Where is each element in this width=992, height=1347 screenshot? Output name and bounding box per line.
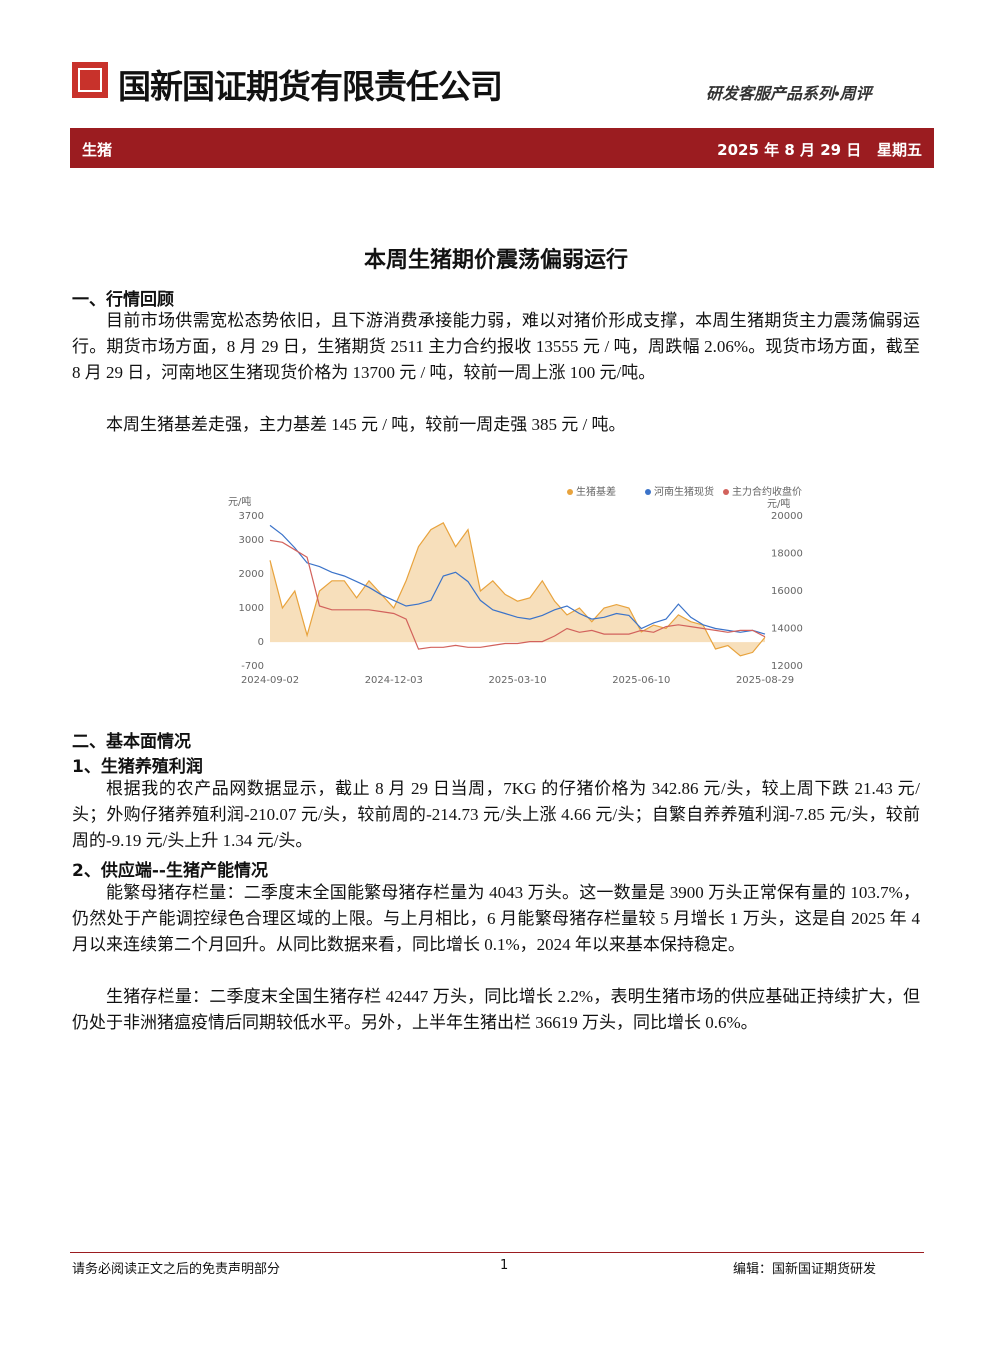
disclaimer: 请务必阅读正文之后的免责声明部分 xyxy=(72,1262,281,1277)
y2-tick-label: 14000 xyxy=(771,624,803,635)
legend-marker xyxy=(567,489,573,495)
y-tick-label: 1000 xyxy=(239,603,264,614)
section-heading: 二、基本面情况 xyxy=(72,732,191,752)
series-line xyxy=(269,524,766,635)
y-tick-label: 0 xyxy=(258,637,264,648)
subsection-heading: 1、生猪养殖利润 xyxy=(72,757,203,777)
y2-tick-label: 20000 xyxy=(771,511,803,522)
category: 生猪 xyxy=(82,141,113,159)
report-series: 研发客服产品系列•周评 xyxy=(706,86,872,103)
y-tick-label: -700 xyxy=(241,661,264,672)
section-heading: 一、行情回顾 xyxy=(72,290,174,310)
x-tick-label: 2025-06-10 xyxy=(612,675,670,686)
paragraph: 生猪存栏量：二季度末全国生猪存栏 42447 万头，同比增长 2.2%，表明生猪… xyxy=(72,987,920,1032)
weekday: 星期五 xyxy=(876,141,922,159)
legend-marker xyxy=(645,489,651,495)
x-tick-label: 2025-03-10 xyxy=(488,675,546,686)
chart: -700 0 1000 2000 3000 3700 12000 14000 16000 1800… xyxy=(228,485,803,686)
y2-tick-label: 12000 xyxy=(771,661,803,672)
paragraph: 能繁母猪存栏量：二季度末全国能繁母猪存栏量为 4043 万头。这一数量是 390… xyxy=(72,883,920,954)
page-number: 1 xyxy=(500,1258,509,1273)
y-tick-label: 2000 xyxy=(239,569,264,580)
x-tick-label: 2024-12-03 xyxy=(365,675,423,686)
y-axis-label: 元/吨 xyxy=(228,495,251,508)
footer-rule xyxy=(70,1252,924,1253)
y-tick-label: 3700 xyxy=(239,511,264,522)
editor: 编辑：国新国证期货研发 xyxy=(733,1262,877,1277)
date: 2025 年 8 月 29 日 星期五 xyxy=(717,139,922,160)
date-text: 2025 年 8 月 29 日 xyxy=(717,141,862,159)
paragraph: 根据我的农产品网数据显示，截止 8 月 29 日当周，7KG 的仔猪价格为 34… xyxy=(72,779,920,850)
legend-label: 主力合约收盘价 xyxy=(732,485,802,498)
area-fill xyxy=(270,522,765,656)
x-tick-label: 2025-08-29 xyxy=(736,675,794,686)
series-line xyxy=(269,521,766,657)
x-tick-label: 2024-09-02 xyxy=(241,675,299,686)
company-name: 国新国证期货有限责任公司 xyxy=(118,67,503,106)
title: 本周生猪期价震荡偏弱运行 xyxy=(363,248,628,273)
logo xyxy=(72,62,108,98)
paragraph: 本周生猪基差走强，主力基差 145 元 / 吨，较前一周走强 385 元 / 吨… xyxy=(106,415,626,434)
y-tick-label: 3000 xyxy=(239,535,264,546)
header-bar xyxy=(70,128,934,168)
paragraph: 目前市场供需宽松态势依旧，且下游消费承接能力弱，难以对猪价形成支撑，本周生猪期货… xyxy=(72,311,920,382)
subsection-heading: 2、供应端--生猪产能情况 xyxy=(72,861,268,881)
series-line xyxy=(269,539,766,650)
legend-label: 河南生猪现货 xyxy=(654,485,714,498)
y2-tick-label: 18000 xyxy=(771,549,803,560)
legend-label: 生猪基差 xyxy=(576,485,616,498)
legend-marker xyxy=(723,489,729,495)
y2-axis-label: 元/吨 xyxy=(767,497,790,510)
y2-tick-label: 16000 xyxy=(771,586,803,597)
